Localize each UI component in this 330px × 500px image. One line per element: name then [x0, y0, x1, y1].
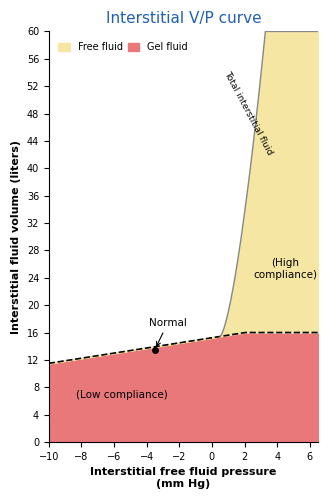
X-axis label: Interstitial free fluid pressure
(mm Hg): Interstitial free fluid pressure (mm Hg)	[90, 468, 277, 489]
Y-axis label: Interstitial fluid volume (liters): Interstitial fluid volume (liters)	[11, 140, 21, 334]
Text: (High
compliance): (High compliance)	[253, 258, 317, 280]
Text: Normal: Normal	[149, 318, 187, 346]
Title: Interstitial V/P curve: Interstitial V/P curve	[106, 11, 261, 26]
Text: Total interstitial fluid: Total interstitial fluid	[222, 70, 274, 156]
Legend: Free fluid, Gel fluid: Free fluid, Gel fluid	[56, 40, 190, 54]
Text: (Low compliance): (Low compliance)	[76, 390, 168, 400]
